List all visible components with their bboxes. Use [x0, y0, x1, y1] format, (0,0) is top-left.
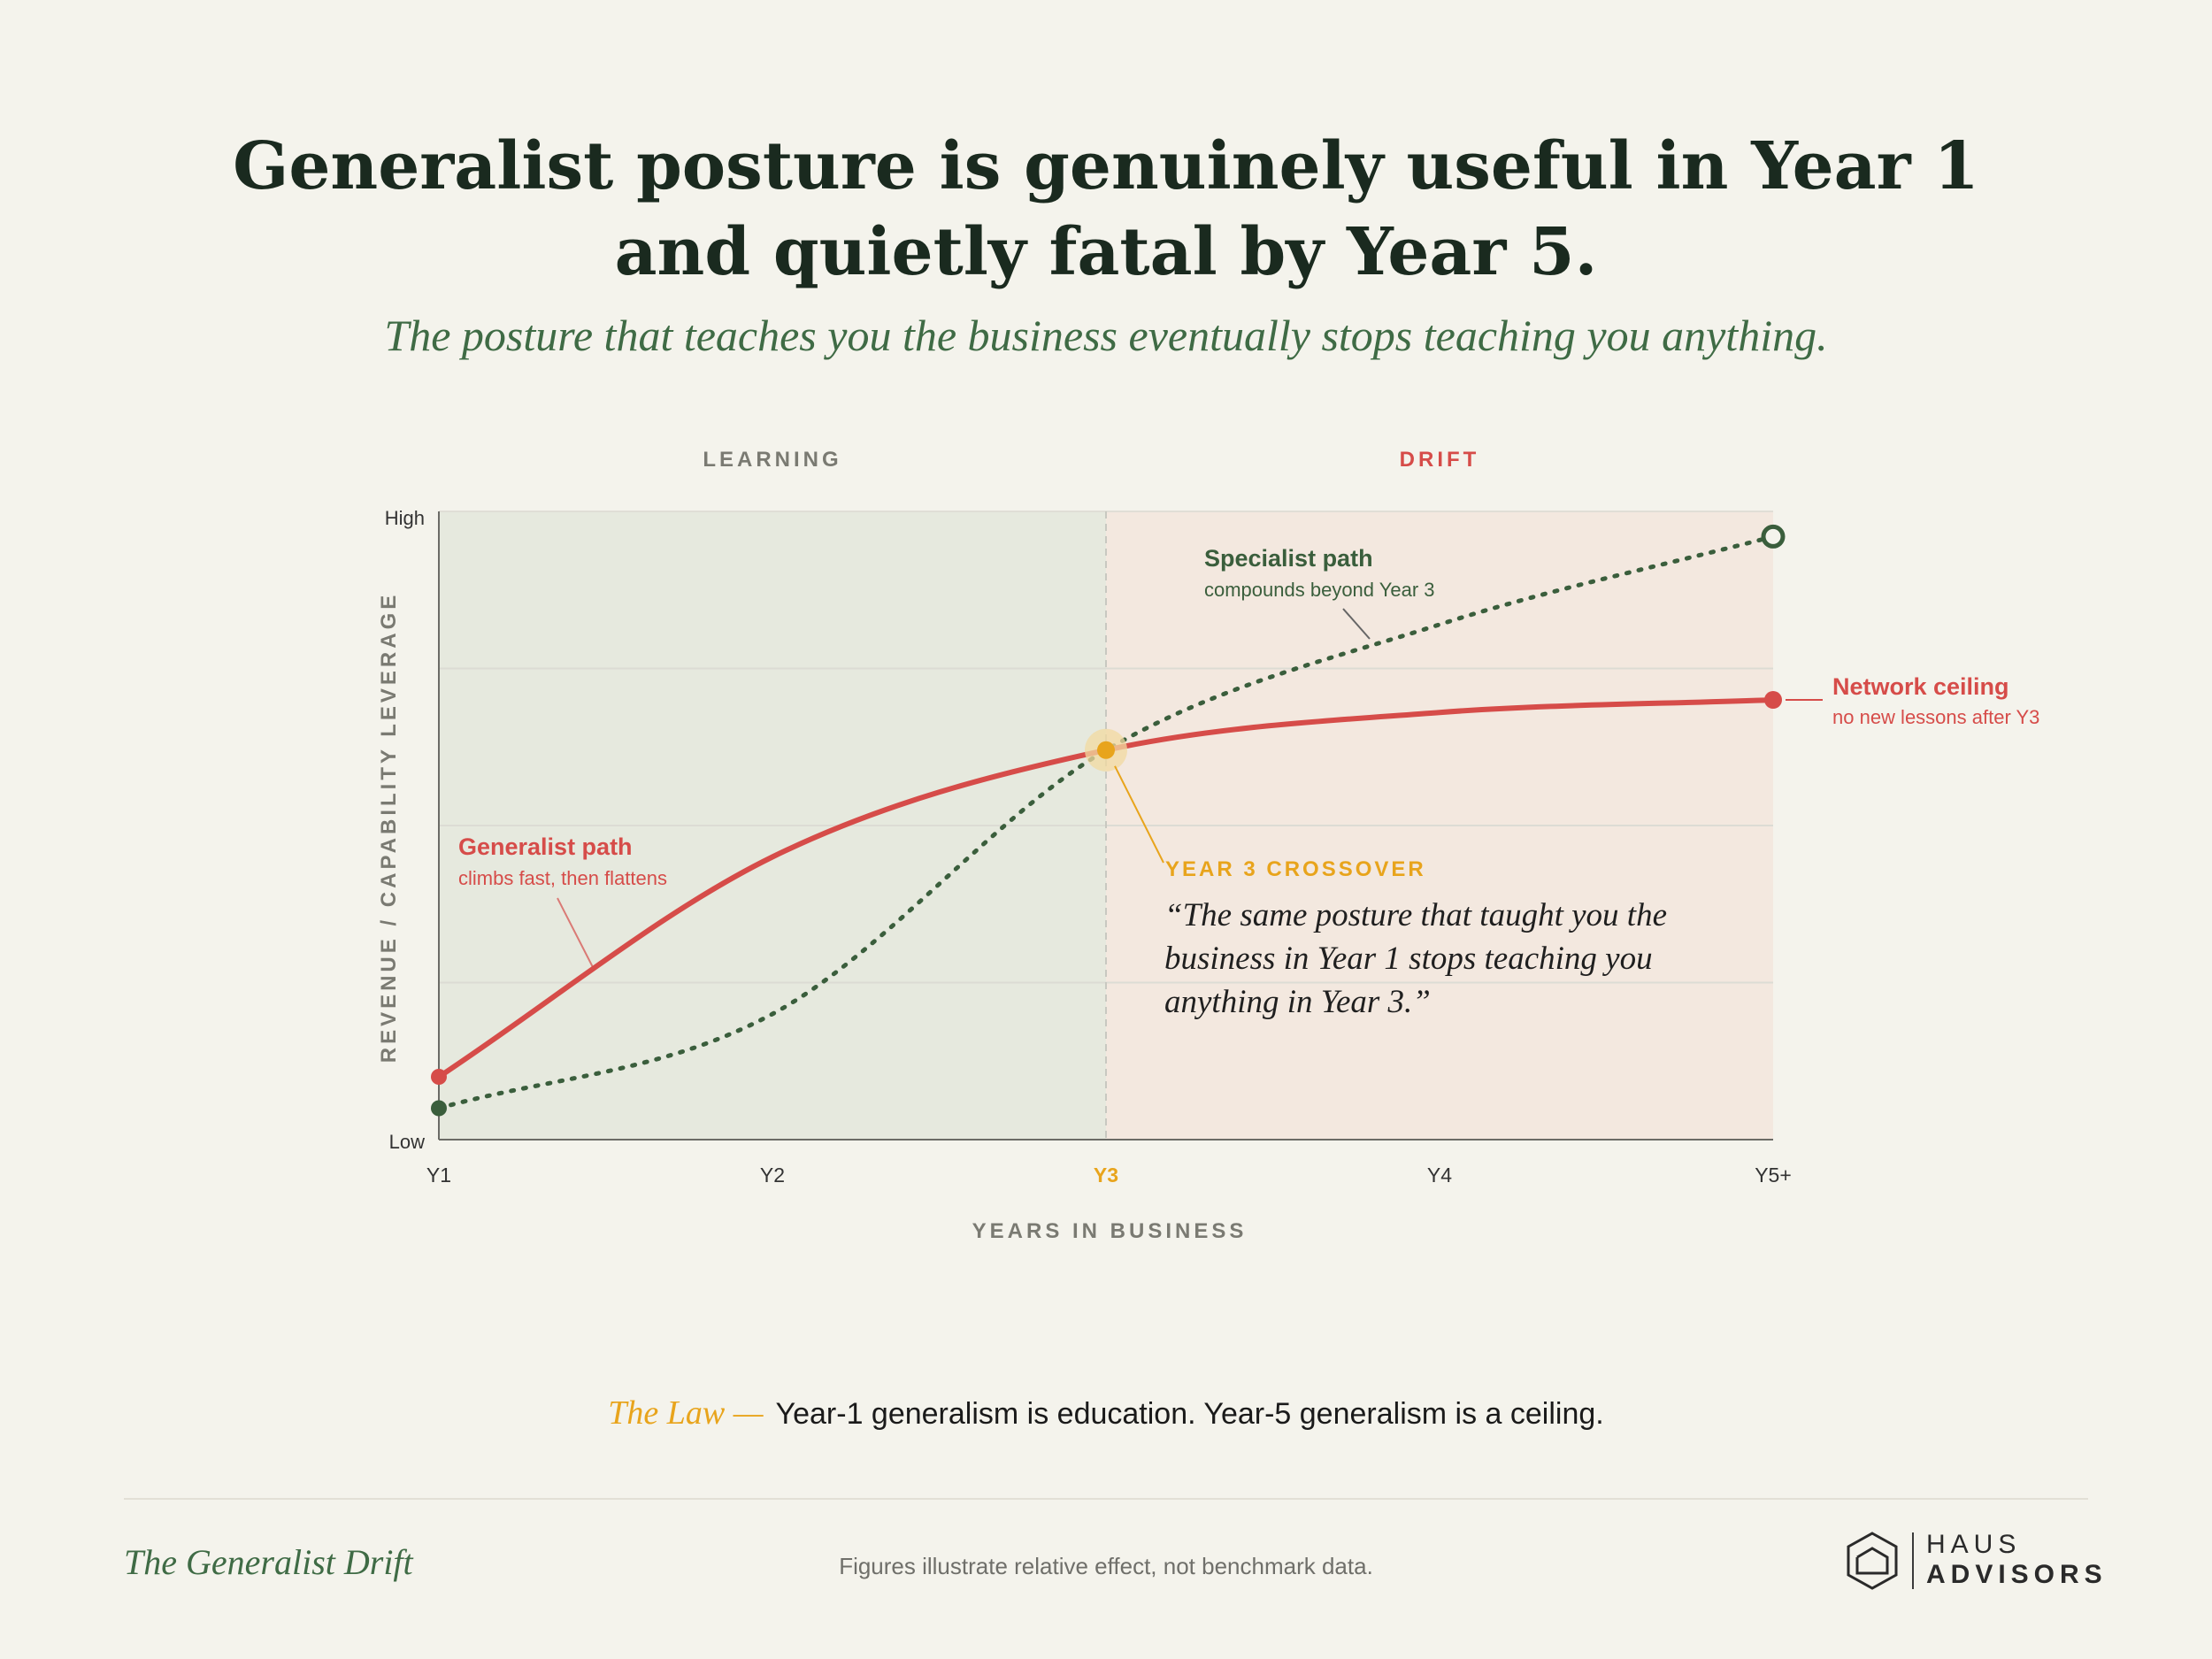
x-tick-label: Y5+ — [1755, 1164, 1792, 1187]
specialist-start-point — [431, 1100, 447, 1117]
x-tick-label: Y4 — [1427, 1164, 1452, 1187]
crossover-point — [1097, 741, 1115, 759]
specialist-label: Specialist path — [1204, 545, 1373, 572]
footer-note: Figures illustrate relative effect, not … — [839, 1553, 1373, 1579]
law-lead: The Law — — [608, 1394, 764, 1432]
x-tick-label: Y2 — [760, 1164, 785, 1187]
footer-title: The Generalist Drift — [124, 1542, 413, 1582]
ceiling-sublabel: no new lessons after Y3 — [1832, 706, 2039, 728]
brand-name: HAUS — [1926, 1530, 2022, 1559]
y-tick-label: High — [385, 507, 425, 529]
law-statement: The Law — Year-1 generalism is education.… — [0, 1394, 2212, 1432]
hexagon-house-icon — [1847, 1532, 1898, 1590]
y-axis-title: REVENUE / CAPABILITY LEVERAGE — [377, 592, 401, 1064]
brand-separator — [1912, 1532, 1914, 1589]
page-title: Generalist posture is genuinely useful i… — [0, 124, 2212, 296]
law-text: Year-1 generalism is education. Year-5 g… — [775, 1397, 1604, 1431]
series-line-specialist — [436, 534, 1776, 1110]
crossover-leader-line — [1114, 765, 1164, 864]
x-tick-label: Y3 — [1094, 1164, 1118, 1187]
title-line-2: and quietly fatal by Year 5. — [614, 214, 1598, 290]
crossover-quote-line: business in Year 1 stops teaching you — [1164, 941, 1653, 977]
generalist-end-point — [1764, 691, 1782, 709]
page-subtitle: The posture that teaches you the busines… — [384, 311, 1828, 360]
generalist-leader-line — [557, 897, 595, 972]
y-tick-label: Low — [389, 1131, 425, 1153]
x-axis-title: YEARS IN BUSINESS — [972, 1219, 1248, 1243]
title-line-1: Generalist posture is genuinely useful i… — [233, 128, 1979, 204]
x-tick-label: Y1 — [426, 1164, 451, 1187]
brand-sub: ADVISORS — [1926, 1560, 2108, 1589]
ceiling-label: Network ceiling — [1832, 673, 2009, 700]
crossover-label: YEAR 3 CROSSOVER — [1165, 857, 1426, 881]
generalist-sublabel: climbs fast, then flattens — [458, 867, 667, 889]
crossover-quote-line: anything in Year 3.” — [1164, 984, 1431, 1020]
specialist-end-point — [1761, 524, 1786, 549]
crossover-quote-line: “The same posture that taught you the — [1164, 897, 1667, 933]
zone-label-1: DRIFT — [1400, 448, 1480, 472]
generalist-start-point — [431, 1069, 447, 1085]
generalist-label: Generalist path — [458, 833, 633, 860]
footer-divider — [124, 1498, 2088, 1500]
chart: LEARNING DRIFT Low High Y1 Y2 Y3 Y4 Y5+ YEARS IN … — [377, 448, 2039, 1243]
zone-label-0: LEARNING — [703, 448, 841, 472]
specialist-sublabel: compounds beyond Year 3 — [1204, 579, 1435, 601]
specialist-leader-line — [1342, 608, 1371, 640]
brand-logo: HAUS ADVISORS — [1845, 1529, 2102, 1593]
